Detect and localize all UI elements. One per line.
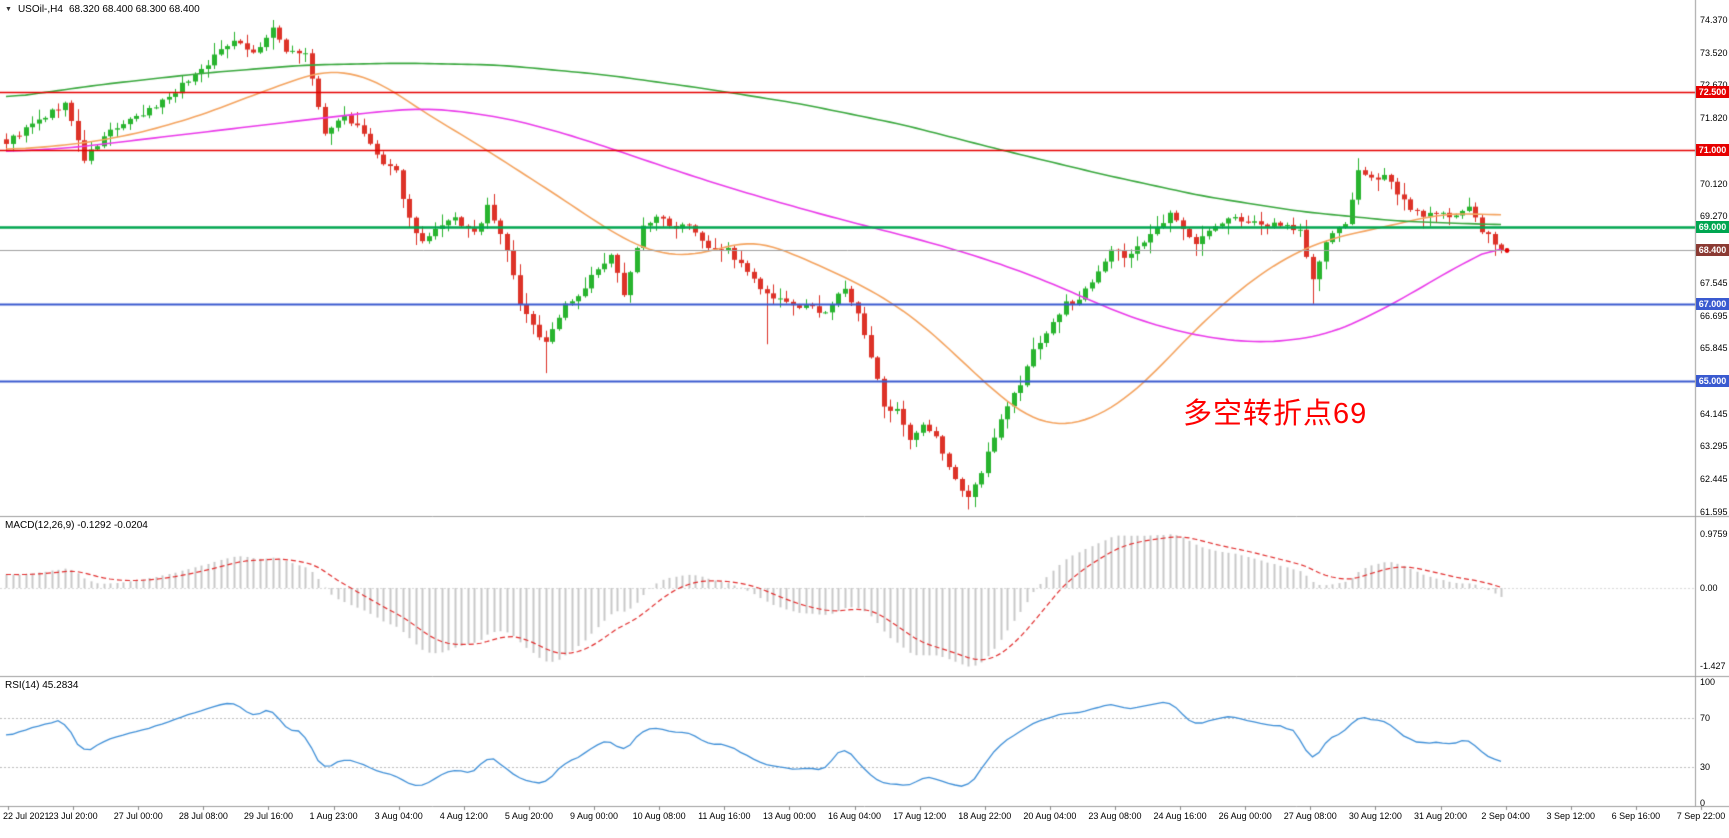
- price-axis-label: 61.595: [1700, 506, 1728, 517]
- price-axis-label: 69.270: [1700, 211, 1728, 222]
- price-axis-label: 67.545: [1700, 277, 1728, 288]
- time-axis-label: 11 Aug 16:00: [698, 811, 751, 821]
- time-axis-label: 4 Aug 12:00: [439, 811, 488, 821]
- time-axis-label: 24 Aug 16:00: [1153, 811, 1207, 821]
- price-level-badge: 69.000: [1696, 220, 1729, 233]
- price-axis-label: 66.695: [1700, 310, 1728, 321]
- price-axis-label: 73.520: [1700, 47, 1728, 58]
- time-axis-label: 23 Aug 08:00: [1088, 811, 1142, 821]
- time-axis-label: 17 Aug 12:00: [893, 811, 947, 821]
- macd-indicator-label: MACD(12,26,9) -0.1292 -0.0204: [5, 520, 148, 531]
- time-axis-label: 7 Sep 22:00: [1676, 811, 1726, 821]
- symbol-info: ▼ USOil-,H4 68.320 68.400 68.300 68.400: [5, 4, 200, 15]
- time-axis-label: 26 Aug 00:00: [1218, 811, 1272, 821]
- current-price-badge: 68.400: [1696, 243, 1729, 256]
- rsi-axis-label: 100: [1700, 677, 1716, 687]
- time-axis-label: 30 Aug 12:00: [1348, 811, 1402, 821]
- rsi-axis-label: 70: [1700, 713, 1711, 724]
- price-axis-label: 72.670: [1700, 80, 1728, 90]
- time-axis-label: 5 Aug 20:00: [504, 811, 553, 821]
- symbol-dropdown-icon[interactable]: ▼: [5, 6, 12, 13]
- price-axis-label: 74.370: [1700, 15, 1728, 25]
- macd-axis-label: -1.427: [1700, 661, 1726, 672]
- price-level-badge: 67.000: [1696, 297, 1729, 310]
- time-axis-label: 28 Jul 08:00: [178, 811, 228, 821]
- symbol-ohlc: 68.320 68.400 68.300 68.400: [68, 4, 200, 15]
- symbol-title: USOil-,H4: [17, 4, 63, 15]
- time-axis-label: 16 Aug 04:00: [827, 811, 882, 821]
- time-axis-label: 27 Aug 08:00: [1283, 811, 1337, 821]
- price-level-badge: 72.500: [1696, 86, 1729, 98]
- time-axis-label: 20 Aug 04:00: [1023, 811, 1077, 821]
- macd-axis-label: 0.00: [1700, 583, 1718, 593]
- time-axis-label: 2 Sep 04:00: [1481, 811, 1530, 821]
- price-axis-label: 62.445: [1700, 474, 1728, 485]
- rsi-axis-label: 30: [1700, 761, 1711, 772]
- time-axis-label: 13 Aug 00:00: [762, 811, 816, 821]
- time-axis-label: 3 Aug 04:00: [374, 811, 423, 821]
- price-level-badge: 65.000: [1696, 374, 1729, 387]
- macd-axis-label: 0.9759: [1700, 529, 1728, 540]
- time-axis-label: 3 Sep 12:00: [1546, 811, 1596, 821]
- price-axis-label: 70.120: [1700, 178, 1728, 189]
- rsi-axis-label: 0: [1700, 798, 1706, 808]
- price-axis-label: 63.295: [1700, 441, 1728, 452]
- time-axis-label: 9 Aug 00:00: [570, 811, 619, 821]
- annotation-text: 多空转折点69: [1183, 398, 1368, 430]
- time-axis-label: 10 Aug 08:00: [632, 811, 686, 821]
- time-axis-label: 1 Aug 23:00: [309, 811, 358, 821]
- time-axis-label: 18 Aug 22:00: [958, 811, 1012, 821]
- time-axis-label: 23 Jul 20:00: [48, 811, 98, 821]
- time-axis-label: 27 Jul 00:00: [113, 811, 163, 821]
- price-axis-label: 64.145: [1700, 408, 1728, 419]
- price-level-badge: 71.000: [1696, 143, 1729, 156]
- time-axis-label: 31 Aug 20:00: [1414, 811, 1468, 821]
- price-axis-label: 71.820: [1700, 113, 1728, 124]
- time-axis-label: 29 Jul 16:00: [243, 811, 293, 821]
- price-axis-label: 65.845: [1700, 343, 1728, 354]
- time-axis-label: 22 Jul 2021: [3, 811, 50, 821]
- rsi-indicator-label: RSI(14) 45.2834: [5, 680, 79, 691]
- time-axis-label: 6 Sep 16:00: [1611, 811, 1661, 821]
